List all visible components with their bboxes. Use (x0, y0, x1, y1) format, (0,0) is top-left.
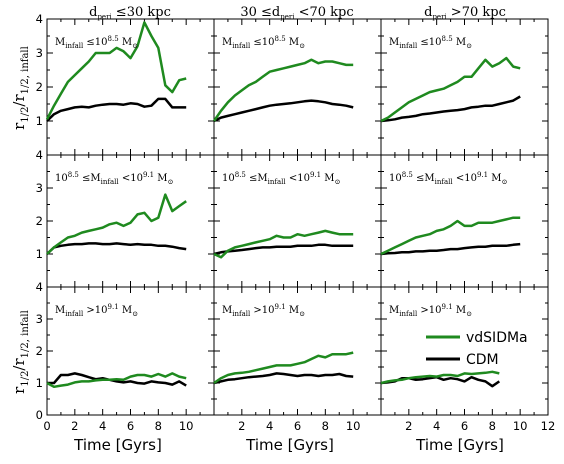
x-tick-label: 0 (43, 419, 50, 433)
y-tick-label: 0 (36, 408, 43, 422)
line-vdsidma-r3-c3 (380, 370, 500, 385)
line-cdm-r3-c1 (47, 372, 187, 387)
line-vdsidma-r2-c2 (213, 229, 354, 259)
y-tick-label: 2 (36, 80, 43, 94)
row-annotation-r1-c2: Minfall ≤108.5 M⊙ (222, 35, 305, 50)
series-group-r3-c2 (213, 351, 354, 385)
x-tick-label: 8 (322, 419, 329, 433)
line-cdm-r2-c3 (380, 242, 521, 256)
y-tick-label: 1 (36, 376, 43, 390)
ylabel-row-1: r1/2/r1/2, infall (10, 46, 31, 130)
column-title-1: dperi ≤30 kpc (89, 5, 171, 21)
x-tick-label: 6 (461, 419, 468, 433)
series-group-r3-c1 (46, 372, 187, 389)
row-annotation-r2-c3: 108.5 ≤Minfall <109.1 M⊙ (389, 171, 508, 186)
column-title-3: dperi >70 kpc (424, 5, 506, 21)
x-tick-label: 10 (513, 419, 528, 433)
legend-vdsidma-label: vdSIDMa (466, 330, 528, 346)
panel-grid (45, 18, 549, 416)
xlabel-col-2: Time [Gyrs] (245, 436, 334, 454)
y-tick-label: 1 (36, 247, 43, 261)
y-axis-labels: r1/2/r1/2, infall r1/2/r1/2, infall (10, 46, 31, 394)
x-tick-label: 10 (179, 419, 194, 433)
row-annotations: Minfall ≤108.5 M⊙ Minfall ≤108.5 M⊙ Minfal… (55, 35, 508, 318)
line-vdsidma-r3-c1 (46, 372, 187, 389)
y-tick-label: 4 (36, 12, 43, 26)
x-tick-label: 6 (127, 419, 134, 433)
row-annotation-r1-c1: Minfall ≤108.5 M⊙ (55, 35, 138, 50)
y-tick-label: 2 (36, 214, 43, 228)
x-tick-label: 2 (71, 419, 78, 433)
legend-cdm-label: CDM (466, 352, 499, 368)
panel-r3-c3 (380, 286, 549, 416)
row-annotation-r3-c2: Minfall >109.1 M⊙ (222, 303, 305, 318)
line-cdm-r3-c3 (380, 375, 501, 388)
line-cdm-r1-c3 (380, 95, 521, 123)
line-cdm-r1-c2 (213, 99, 354, 123)
ylabel-row-3: r1/2/r1/2, infall (10, 310, 31, 394)
row-annotation-r3-c3: Minfall >109.1 M⊙ (389, 303, 472, 318)
series-group-r1-c1 (45, 21, 187, 122)
x-tick-label: 10 (346, 419, 361, 433)
x-tick-label: 4 (266, 419, 273, 433)
line-vdsidma-r3-c2 (213, 351, 354, 385)
column-title-2: 30 ≤dperi <70 kpc (240, 5, 353, 21)
series-group-r1-c3 (380, 56, 521, 123)
series-group-r2-c2 (213, 229, 354, 259)
row-annotation-r3-c1: Minfall >109.1 M⊙ (55, 303, 138, 318)
line-cdm-r3-c2 (213, 372, 354, 385)
y-tick-label: 4 (36, 148, 43, 162)
x-tick-label: 2 (238, 419, 245, 433)
row-annotation-r2-c2: 108.5 ≤Minfall <109.1 M⊙ (222, 171, 341, 186)
x-tick-label: 12 (541, 419, 556, 433)
xlabel-col-1: Time [Gyrs] (73, 436, 162, 454)
series-group-r2-c3 (380, 216, 521, 256)
x-tick-label: 2 (405, 419, 412, 433)
series-group-r1-c2 (212, 58, 354, 123)
x-tick-label: 4 (99, 419, 106, 433)
y-tick-label: 2 (36, 344, 43, 358)
legend: vdSIDMa CDM (426, 330, 528, 368)
row-annotation-r2-c1: 108.5 ≤Minfall <109.1 M⊙ (55, 171, 174, 186)
x-tick-label: 8 (155, 419, 162, 433)
line-vdsidma-r1-c2 (212, 58, 354, 122)
line-cdm-r2-c2 (213, 243, 354, 256)
line-vdsidma-r1-c3 (380, 56, 521, 123)
y-tick-label: 3 (36, 46, 43, 60)
row-annotation-r1-c3: Minfall ≤108.5 M⊙ (389, 35, 472, 50)
line-vdsidma-r1-c1 (45, 21, 187, 120)
line-vdsidma-r2-c1 (46, 193, 187, 255)
y-tick-label: 3 (36, 181, 43, 195)
y-tick-label: 4 (36, 280, 43, 294)
y-tick-label: 3 (36, 312, 43, 326)
series-group-r2-c1 (46, 193, 187, 255)
line-cdm-r1-c1 (46, 97, 187, 122)
line-vdsidma-r2-c3 (380, 216, 521, 256)
xlabel-col-3: Time [Gyrs] (415, 436, 504, 454)
line-cdm-r2-c1 (46, 242, 187, 255)
x-tick-label: 8 (489, 419, 496, 433)
x-tick-label: 6 (294, 419, 301, 433)
x-tick-label: 4 (433, 419, 440, 433)
series-group-r3-c3 (380, 370, 501, 388)
y-tick-label: 1 (36, 114, 43, 128)
